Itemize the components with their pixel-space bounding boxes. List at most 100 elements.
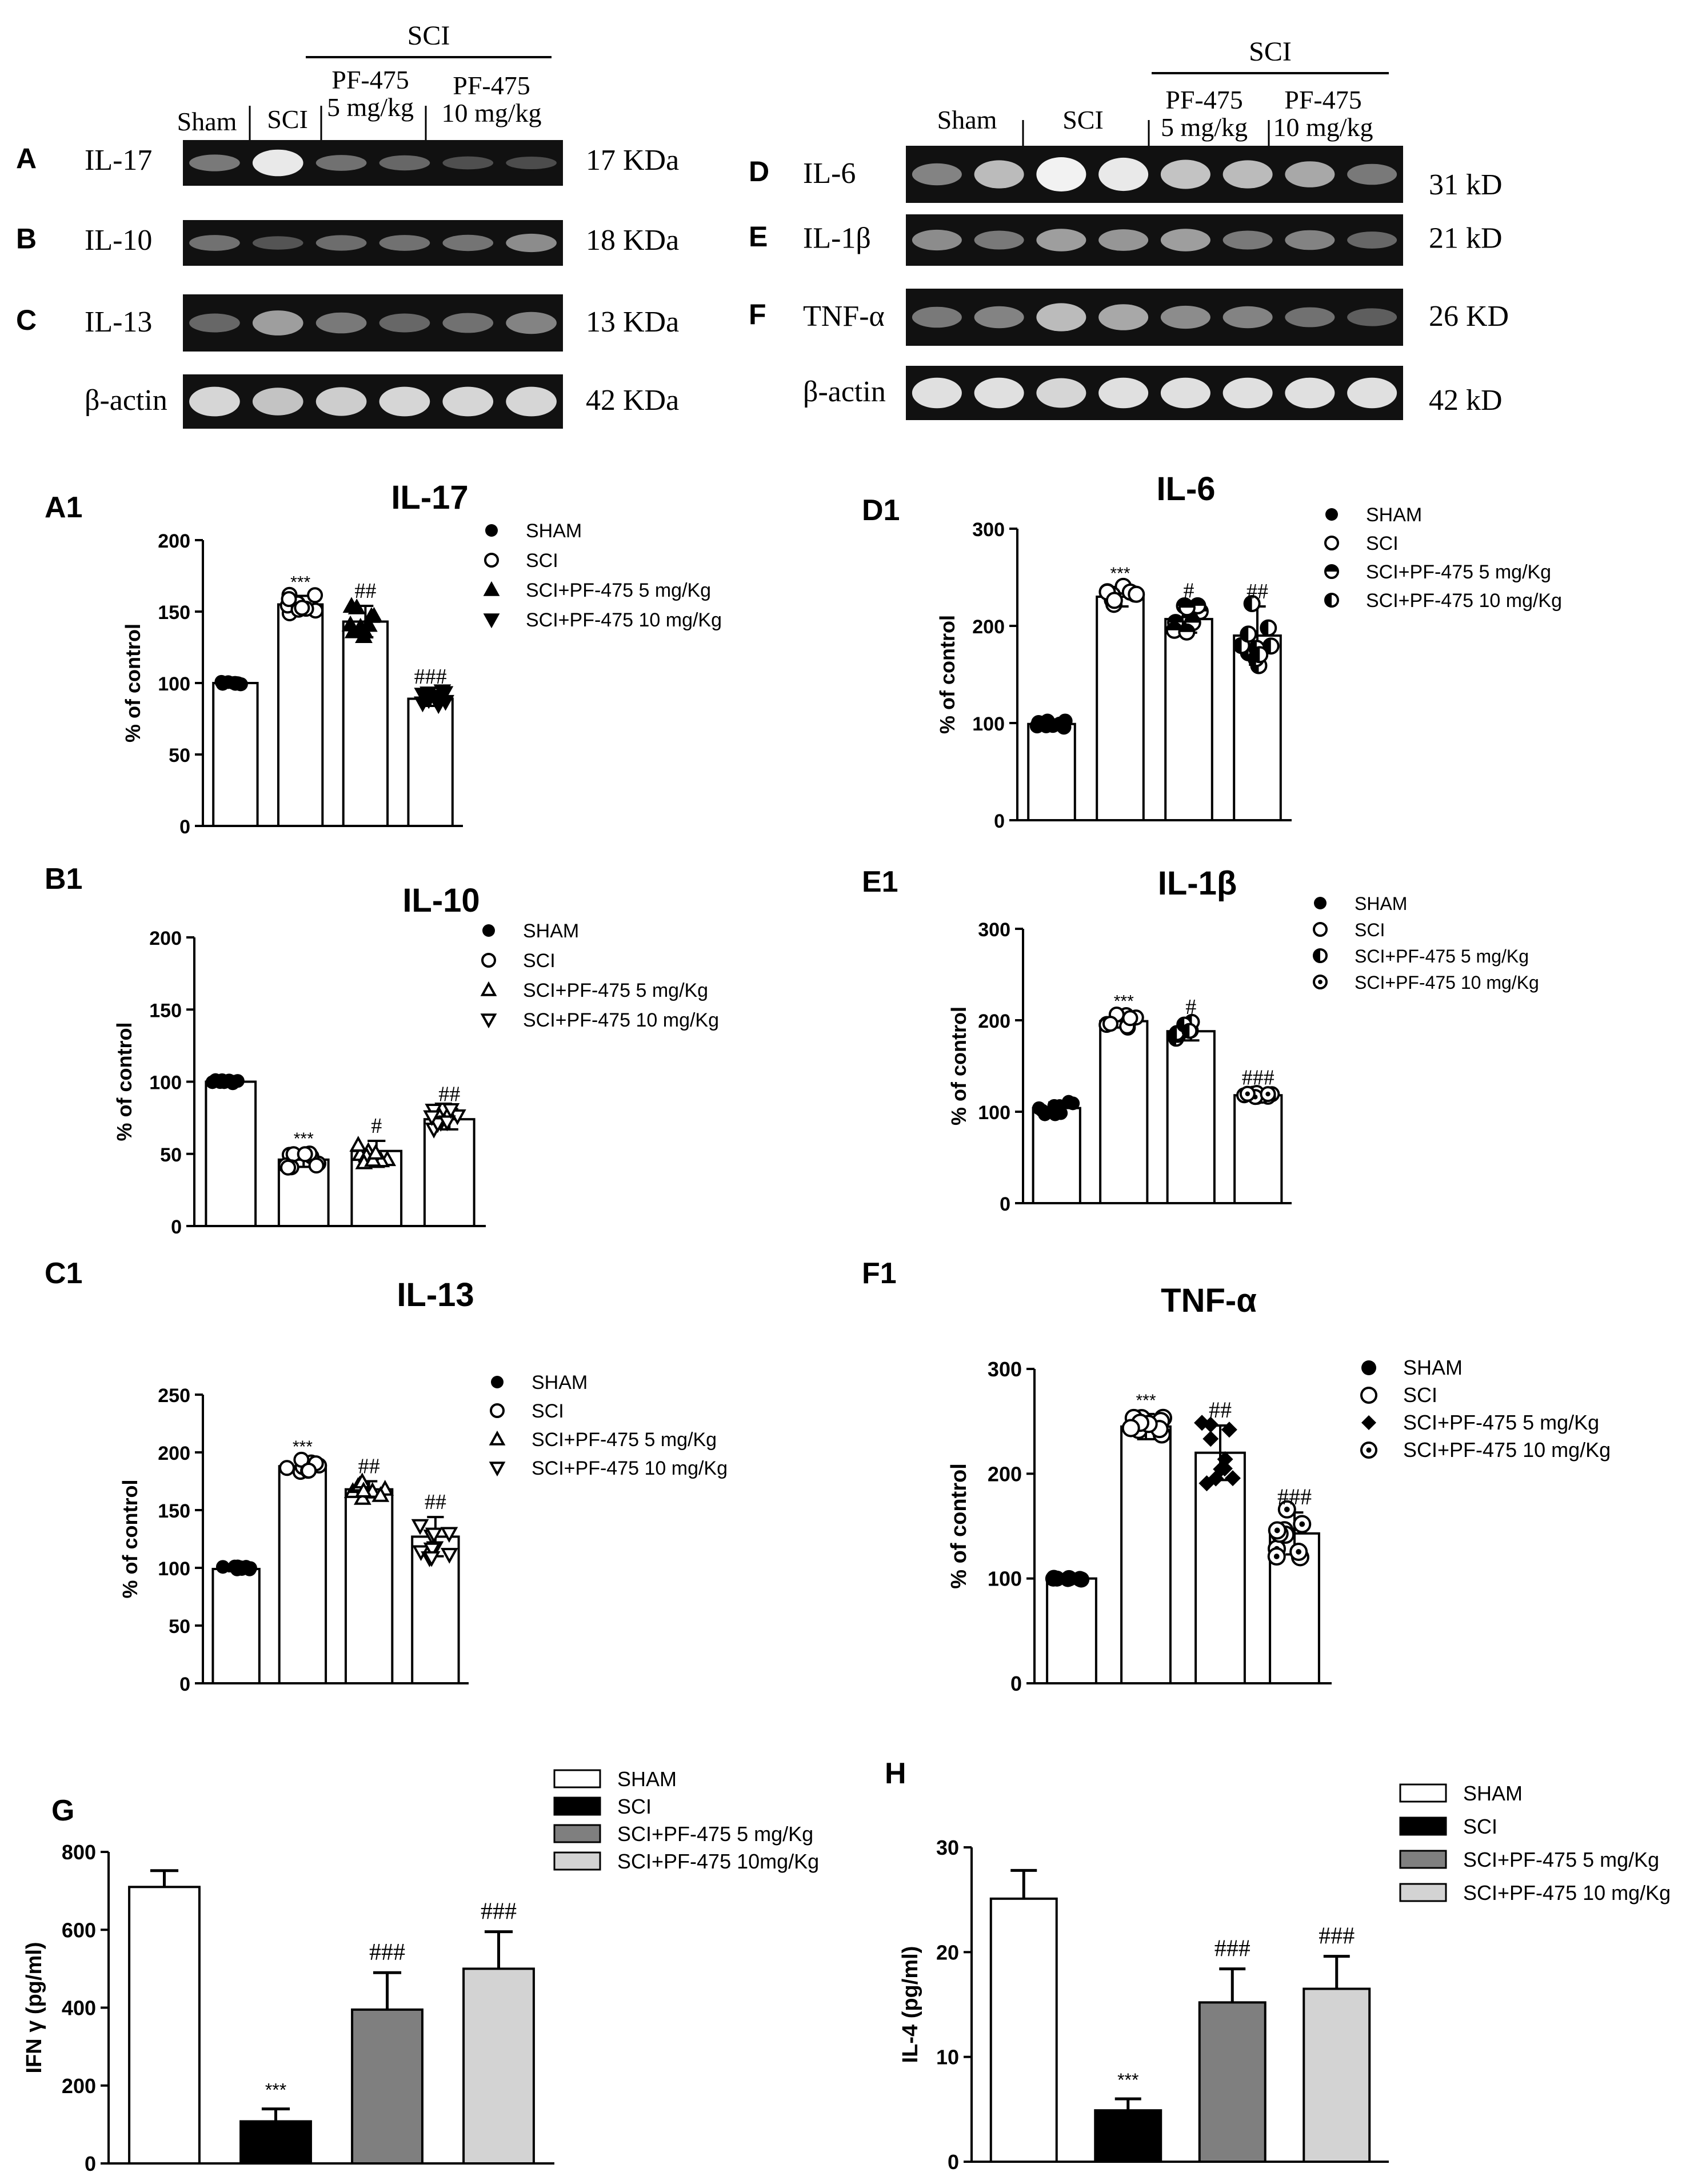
- legend-marker: [481, 953, 496, 968]
- marker-fill: [1314, 949, 1320, 962]
- bar: [1027, 722, 1076, 821]
- blot-band: [912, 229, 962, 251]
- legend-label: SHAM: [526, 520, 582, 542]
- bar: [1120, 1425, 1172, 1684]
- marker-fill: [1325, 565, 1338, 572]
- y-tick-label: 400: [62, 1997, 96, 2020]
- significance-label: ***: [290, 573, 310, 592]
- molecular-weight-label: 21 kD: [1429, 222, 1503, 255]
- y-tick-label: 0: [1010, 1672, 1022, 1695]
- data-point: [1165, 621, 1183, 639]
- legend-label: SCI+PF-475 10 mg/Kg: [526, 609, 722, 631]
- protein-label: IL-13: [85, 306, 152, 338]
- data-point: [1260, 619, 1277, 637]
- bar: [278, 1465, 327, 1684]
- data-point: [411, 1519, 429, 1535]
- marker-fill: [1325, 594, 1332, 606]
- y-tick-label: 100: [978, 1102, 1010, 1124]
- lane-group-label: SCI: [1062, 105, 1104, 134]
- data-point: [1073, 1571, 1090, 1588]
- blot-band: [1347, 308, 1397, 326]
- data-point: [423, 1110, 441, 1127]
- chart-title: IL-17: [391, 479, 468, 516]
- protein-label: IL-17: [85, 144, 152, 177]
- legend-marker: [483, 581, 500, 596]
- data-point: [362, 607, 381, 623]
- data-point: [1243, 595, 1261, 613]
- legend-label: SCI: [1366, 533, 1399, 554]
- marker-dot: [1245, 1091, 1250, 1096]
- molecular-weight-label: 42 kD: [1429, 384, 1503, 417]
- significance-label: ###: [1242, 1065, 1275, 1089]
- legend-label: SCI+PF-475 5 mg/Kg: [1355, 946, 1529, 967]
- data-point: [440, 1548, 458, 1564]
- y-tick-label: 100: [158, 1558, 190, 1580]
- legend-label: SCI+PF-475 5 mg/Kg: [1463, 1848, 1659, 1871]
- blot-band: [974, 160, 1024, 189]
- legend-swatch: [1399, 1850, 1447, 1869]
- blot-band: [1347, 163, 1397, 185]
- blot-strip: [183, 294, 563, 352]
- blot-band: [1160, 377, 1210, 409]
- marker-dot: [1274, 1527, 1280, 1534]
- significance-label: ##: [438, 1082, 460, 1106]
- blot-band: [1160, 305, 1210, 329]
- blot-band: [1098, 229, 1149, 251]
- bar: [1096, 596, 1145, 821]
- lane-group-label: 5 mg/kg: [1161, 113, 1248, 142]
- panel-letter: A: [16, 143, 37, 175]
- data-point: [234, 1560, 248, 1574]
- chart-title: IL-1β: [1158, 865, 1237, 902]
- data-point: [1061, 1095, 1076, 1109]
- legend-marker: [1313, 948, 1328, 963]
- blot-band: [379, 313, 430, 333]
- blot-band: [315, 235, 367, 251]
- blot-band: [912, 163, 962, 186]
- y-tick-label: 0: [179, 816, 190, 838]
- data-point: [1267, 1547, 1286, 1566]
- significance-label: ##: [425, 1490, 446, 1514]
- marker-fill: [1234, 638, 1242, 653]
- panel-letter: C1: [45, 1257, 82, 1290]
- legend-marker: [1324, 564, 1339, 579]
- legend-label: SCI+PF-475 5 mg/Kg: [532, 1429, 717, 1451]
- data-point: [1198, 1475, 1215, 1492]
- blot-band: [315, 387, 367, 416]
- blot-band: [1098, 304, 1149, 330]
- bar: [989, 1897, 1058, 2163]
- significance-label: ***: [265, 2080, 286, 2101]
- data-point: [1240, 625, 1257, 643]
- blot-band: [442, 386, 494, 417]
- panel-letter: A1: [45, 491, 82, 524]
- y-tick-label: 50: [169, 1616, 190, 1638]
- legend-label: SCI: [617, 1795, 652, 1818]
- blot-band: [189, 235, 240, 251]
- data-point: [1038, 1107, 1052, 1121]
- y-axis-label: % of control: [936, 615, 959, 734]
- data-point: [1202, 1416, 1219, 1433]
- bar: [211, 1568, 261, 1685]
- data-point: [301, 1462, 317, 1479]
- bar: [351, 2008, 424, 2165]
- blot-band: [974, 306, 1024, 329]
- bar: [1099, 1020, 1149, 1204]
- data-point: [442, 1103, 460, 1119]
- significance-label: ***: [1114, 992, 1134, 1011]
- panel-letter: C: [16, 304, 37, 336]
- data-point: [308, 1157, 325, 1174]
- panel-letter: F: [749, 298, 766, 330]
- blot-band: [912, 306, 962, 328]
- significance-label: ***: [1117, 2070, 1138, 2090]
- panel-letter: E: [749, 221, 768, 253]
- bar: [423, 1118, 476, 1228]
- protein-label: IL-1β: [803, 222, 871, 255]
- y-axis-label: % of control: [121, 624, 145, 742]
- data-point: [215, 1560, 230, 1574]
- y-tick-label: 0: [179, 1674, 190, 1695]
- blot-strip: [183, 374, 563, 429]
- y-tick-label: 200: [158, 530, 190, 552]
- legend-swatch: [1399, 1816, 1447, 1836]
- y-tick-label: 10: [936, 2046, 959, 2069]
